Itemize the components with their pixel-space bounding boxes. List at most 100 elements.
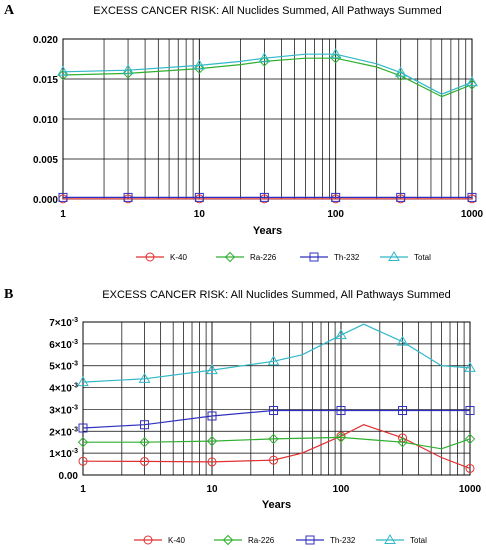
data-point <box>269 406 279 416</box>
data-point <box>268 433 279 445</box>
data-point <box>57 69 69 81</box>
y-tick-label: 0.000 <box>33 195 58 206</box>
legend-item-k-40: K-40 <box>136 252 187 262</box>
data-point <box>140 456 150 466</box>
x-tick-label: 1000 <box>459 484 482 495</box>
legend-marker <box>145 252 155 262</box>
data-point <box>467 192 477 202</box>
legend-marker <box>384 534 396 544</box>
data-point <box>57 65 69 76</box>
data-point <box>259 56 270 67</box>
legend-marker <box>388 251 400 261</box>
legend-label: Th-232 <box>330 536 356 545</box>
data-point <box>194 63 205 74</box>
y-tick-label: 1×10-3 <box>49 448 78 460</box>
data-point <box>394 66 407 77</box>
y-tick-label: 0.005 <box>33 155 58 166</box>
data-point <box>139 437 150 448</box>
chart-title: EXCESS CANCER RISK: All Nuclides Summed,… <box>93 5 441 17</box>
y-tick-label: 2×10-3 <box>49 426 78 438</box>
legend-item-total: Total <box>376 534 427 545</box>
legend-item-total: Total <box>380 251 431 262</box>
data-point <box>335 432 347 443</box>
data-point <box>193 59 206 70</box>
legend: K-40 Ra-226 Th-232 Total <box>134 534 427 546</box>
series-ra-226 <box>57 52 478 98</box>
data-point <box>267 355 280 366</box>
series-line <box>82 409 470 429</box>
chart-panel-b: B EXCESS CANCER RISK: All Nuclides Summed… <box>4 287 482 546</box>
x-tick-label: 1 <box>80 484 86 495</box>
chart-title: EXCESS CANCER RISK: All Nuclides Summed,… <box>102 289 450 301</box>
data-point <box>259 192 269 202</box>
data-point <box>466 76 478 87</box>
data-point <box>123 192 133 202</box>
data-point <box>122 64 134 75</box>
series-line <box>82 424 471 469</box>
y-tick-label: 6×10-3 <box>49 339 78 351</box>
legend-item-k-40: K-40 <box>134 535 185 545</box>
x-tick-label: 100 <box>327 209 344 220</box>
data-point <box>465 406 475 416</box>
data-point <box>77 376 89 387</box>
x-tick-label: 1 <box>60 209 66 220</box>
series-k-40 <box>78 424 475 473</box>
data-point <box>330 52 341 64</box>
plot-frame <box>82 321 471 476</box>
legend-item-ra-226: Ra-226 <box>216 251 277 263</box>
chart-panel-a: A EXCESS CANCER RISK: All Nuclides Summed… <box>4 3 484 263</box>
legend: K-40 Ra-226 Th-232 Total <box>136 251 431 263</box>
legend-marker <box>224 251 236 263</box>
data-point <box>194 192 204 202</box>
data-point <box>78 423 88 433</box>
y-tick-label: 0.010 <box>33 115 58 126</box>
x-axis-title: Years <box>262 499 291 511</box>
legend-label: Total <box>414 253 431 262</box>
series-total <box>57 48 478 95</box>
y-tick-label: 0.015 <box>33 75 58 86</box>
data-point <box>207 411 217 421</box>
data-point <box>398 406 408 416</box>
legend-item-ra-226: Ra-226 <box>214 534 275 546</box>
legend-label: Ra-226 <box>250 253 277 262</box>
x-tick-label: 10 <box>194 209 206 220</box>
data-point <box>465 463 475 473</box>
series-th-232 <box>78 406 475 433</box>
data-point <box>336 406 346 416</box>
legend-label: Total <box>410 536 427 545</box>
data-point <box>336 431 346 441</box>
data-point <box>335 329 347 340</box>
data-point <box>140 420 150 430</box>
series-line <box>62 53 473 95</box>
legend-item-th-232: Th-232 <box>296 535 356 545</box>
legend-label: Th-232 <box>334 253 360 262</box>
data-point <box>206 435 218 447</box>
series-ra-226 <box>77 432 476 450</box>
data-point <box>396 335 409 346</box>
y-tick-label: 5×10-3 <box>49 361 78 373</box>
data-point <box>331 192 341 202</box>
series-line <box>83 436 471 450</box>
panel-label: B <box>4 287 13 302</box>
legend-marker <box>305 535 315 545</box>
y-tick-label: 7×10-3 <box>49 317 78 329</box>
legend-item-th-232: Th-232 <box>300 252 360 262</box>
data-point <box>258 52 271 63</box>
grid <box>82 321 471 476</box>
legend-marker <box>222 534 234 546</box>
y-tick-label: 0.00 <box>59 471 79 482</box>
data-point <box>207 457 217 467</box>
series-line <box>62 57 473 98</box>
legend-label: K-40 <box>170 253 187 262</box>
y-tick-label: 4×10-3 <box>49 383 78 395</box>
data-point <box>464 361 476 372</box>
data-point <box>329 48 342 59</box>
x-axis-title: Years <box>253 225 282 237</box>
legend-marker <box>309 252 319 262</box>
x-tick-label: 1000 <box>461 209 484 220</box>
y-tick-label: 0.020 <box>33 35 58 46</box>
data-point <box>77 437 89 448</box>
data-point <box>138 372 151 383</box>
data-point <box>206 364 218 375</box>
